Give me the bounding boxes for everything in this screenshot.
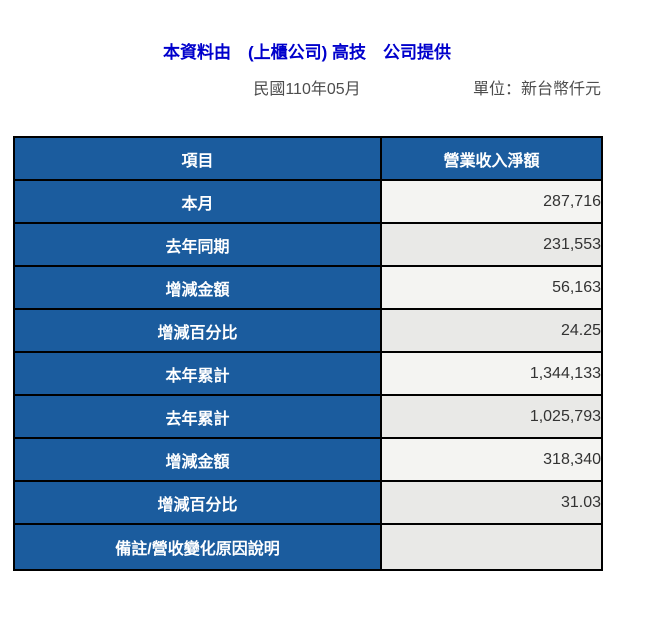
row-label-ytd-current-year: 本年累計 (13, 351, 382, 396)
table-row: 去年同期 231,553 (13, 222, 603, 267)
row-label-change-percent-month: 增減百分比 (13, 308, 382, 353)
row-value-change-percent-ytd: 31.03 (380, 480, 603, 525)
row-label-ytd-last-year: 去年累計 (13, 394, 382, 439)
currency-unit-label: 單位：新台幣仟元 (472, 81, 601, 98)
row-value-change-percent-month: 24.25 (380, 308, 603, 353)
table-row: 去年累計 1,025,793 (13, 394, 603, 439)
revenue-table: 項目 營業收入淨額 本月 287,716 去年同期 231,553 增減金額 5… (13, 136, 603, 571)
row-label-same-period-last-year: 去年同期 (13, 222, 382, 267)
table-row: 本年累計 1,344,133 (13, 351, 603, 396)
row-value-change-amount-ytd: 318,340 (380, 437, 603, 482)
subtitle-row: 民國110年05月 單位：新台幣仟元 (0, 80, 614, 100)
row-label-remarks: 備註/營收變化原因說明 (13, 523, 382, 571)
column-header-net-revenue: 營業收入淨額 (380, 136, 603, 181)
table-row: 增減金額 318,340 (13, 437, 603, 482)
column-header-item: 項目 (13, 136, 382, 181)
table-row: 備註/營收變化原因說明 (13, 523, 603, 571)
table-header-row: 項目 營業收入淨額 (13, 136, 603, 181)
row-label-change-amount-month: 增減金額 (13, 265, 382, 310)
report-period-label: 民國110年05月 (253, 81, 361, 98)
row-label-change-percent-ytd: 增減百分比 (13, 480, 382, 525)
row-label-current-month: 本月 (13, 179, 382, 224)
table-row: 增減金額 56,163 (13, 265, 603, 310)
row-value-ytd-current-year: 1,344,133 (380, 351, 603, 396)
row-value-same-period-last-year: 231,553 (380, 222, 603, 267)
table-row: 增減百分比 24.25 (13, 308, 603, 353)
table-row: 增減百分比 31.03 (13, 480, 603, 525)
row-value-remarks (380, 523, 603, 571)
page-title: 本資料由 (上櫃公司) 高技 公司提供 (162, 43, 452, 62)
row-value-change-amount-month: 56,163 (380, 265, 603, 310)
row-value-ytd-last-year: 1,025,793 (380, 394, 603, 439)
table-row: 本月 287,716 (13, 179, 603, 224)
row-label-change-amount-ytd: 增減金額 (13, 437, 382, 482)
row-value-current-month: 287,716 (380, 179, 603, 224)
